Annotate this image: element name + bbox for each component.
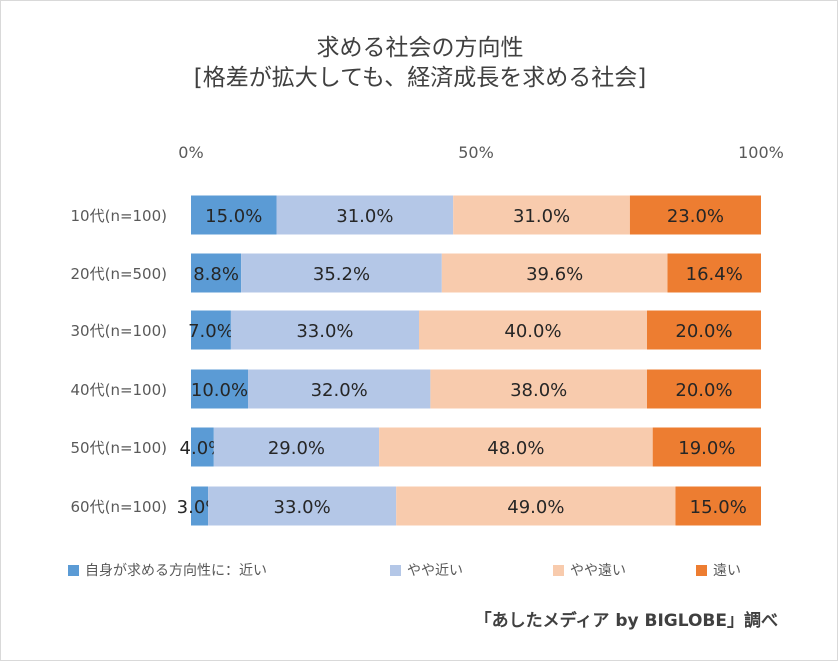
data-label: 48.0% — [487, 438, 544, 459]
data-label: 40.0% — [504, 321, 561, 342]
bar-segment — [208, 486, 397, 526]
data-label: 32.0% — [311, 380, 368, 401]
category-label: 10代(n=100) — [71, 207, 168, 225]
legend-swatch — [390, 565, 401, 576]
data-label: 10.0% — [191, 380, 248, 401]
bar-segment — [647, 369, 761, 409]
legend-swatch — [696, 565, 707, 576]
data-label: 31.0% — [336, 206, 393, 227]
data-label: 31.0% — [513, 206, 570, 227]
bar-segment — [191, 369, 248, 409]
bar-segment — [191, 486, 209, 526]
data-label: 20.0% — [675, 380, 732, 401]
bar-segment — [248, 369, 431, 409]
bar-segment — [430, 369, 647, 409]
bar-segment — [675, 486, 761, 526]
data-label: 38.0% — [510, 380, 567, 401]
bar-segment — [213, 427, 380, 467]
bar-segment — [419, 310, 647, 350]
data-label: 35.2% — [313, 264, 370, 285]
category-label: 60代(n=100) — [71, 498, 168, 516]
data-label: 33.0% — [274, 497, 331, 518]
category-label: 50代(n=100) — [71, 439, 168, 457]
data-label: 29.0% — [268, 438, 325, 459]
data-label: 33.0% — [296, 321, 353, 342]
data-label: 8.8% — [193, 264, 239, 285]
bar-segment — [629, 195, 761, 235]
data-label: 20.0% — [675, 321, 732, 342]
bar-segment — [453, 195, 630, 235]
legend-swatch — [68, 565, 79, 576]
data-label: 23.0% — [667, 206, 724, 227]
bar-segment — [191, 310, 231, 350]
legend-label: やや近い — [407, 563, 463, 579]
x-tick-label: 100% — [738, 143, 784, 162]
bar-segment — [276, 195, 454, 235]
data-label: 49.0% — [507, 497, 564, 518]
data-label: 39.6% — [526, 264, 583, 285]
bar-segment — [667, 253, 761, 293]
source-credit: 「あしたメディア by BIGLOBE」調べ — [474, 611, 778, 631]
legend-label: 自身が求める方向性に：近い — [85, 563, 267, 579]
bar-segment — [647, 310, 761, 350]
bar-segment — [191, 427, 214, 467]
bar-segment — [191, 253, 242, 293]
legend-label: やや遠い — [570, 563, 626, 579]
bar-segment — [191, 195, 277, 235]
bar-segment — [441, 253, 668, 293]
chart-title: 求める社会の方向性 — [316, 35, 524, 61]
bar-segment — [379, 427, 653, 467]
legend-label: 遠い — [713, 563, 741, 579]
data-label: 16.4% — [686, 264, 743, 285]
data-label: 19.0% — [678, 438, 735, 459]
data-label: 15.0% — [690, 497, 747, 518]
legend-swatch — [553, 565, 564, 576]
x-tick-label: 50% — [458, 143, 494, 162]
category-label: 40代(n=100) — [71, 381, 168, 399]
chart-subtitle: [格差が拡大しても、経済成長を求める社会] — [193, 65, 647, 91]
category-label: 20代(n=500) — [71, 265, 168, 283]
data-label: 7.0% — [188, 321, 234, 342]
data-label: 15.0% — [205, 206, 262, 227]
bar-segment — [230, 310, 419, 350]
category-label: 30代(n=100) — [71, 322, 168, 340]
bar-segment — [652, 427, 761, 467]
bar-segment — [396, 486, 676, 526]
bar-segment — [241, 253, 442, 293]
x-tick-label: 0% — [178, 143, 203, 162]
